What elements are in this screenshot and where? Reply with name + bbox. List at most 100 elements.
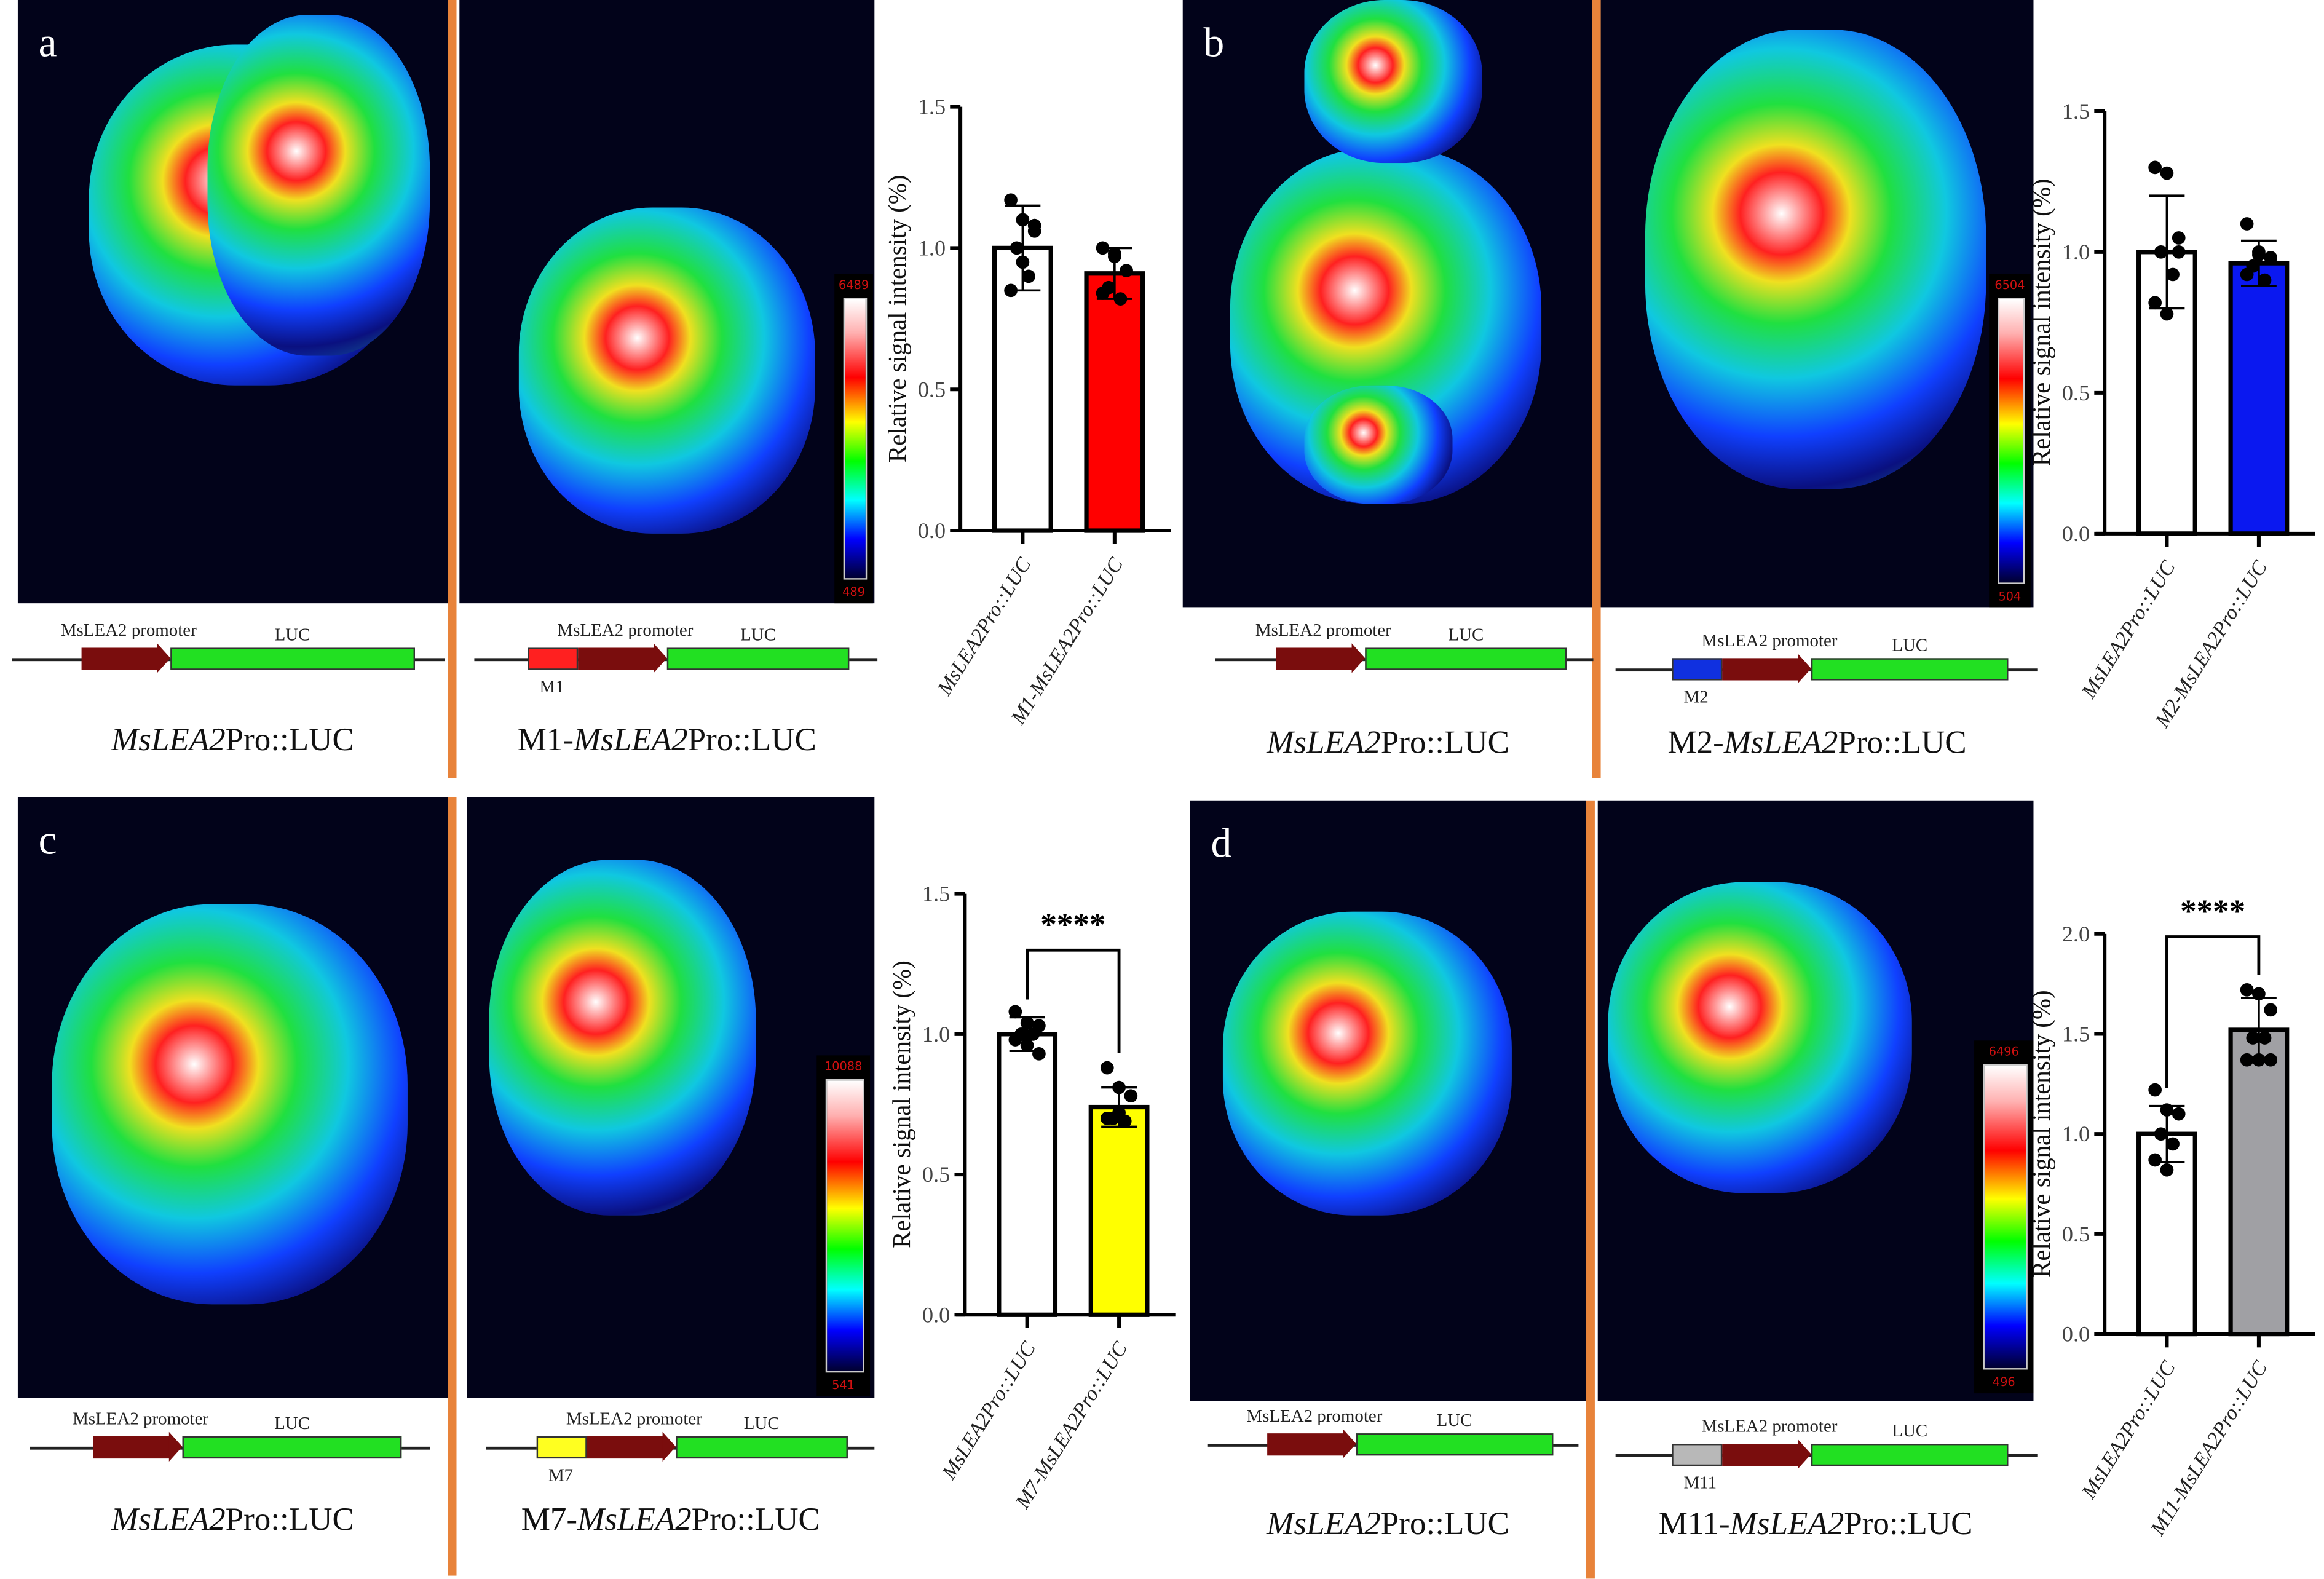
mutation-label: M7	[548, 1464, 574, 1486]
leaf-signal	[207, 15, 430, 356]
orange-divider	[1592, 0, 1601, 778]
data-point	[2264, 1053, 2278, 1067]
luciferase-image-mutant	[459, 0, 875, 604]
luc-gene-box	[1365, 647, 1567, 670]
promoter-arrow	[93, 1431, 183, 1462]
data-point	[2166, 1137, 2180, 1151]
data-point	[1016, 213, 1030, 227]
data-point	[2148, 1153, 2162, 1167]
data-point	[1020, 1039, 1034, 1052]
data-point	[2148, 160, 2162, 175]
caption-suffix: Pro::LUC	[225, 720, 354, 758]
promoter-arrow	[1722, 1439, 1811, 1470]
x-tick-label: MsLEA2Pro::LUC	[2077, 1357, 2180, 1503]
x-tick-label: MsLEA2Pro::LUC	[933, 553, 1036, 700]
data-point	[2148, 296, 2162, 310]
bar	[1084, 271, 1145, 533]
data-point	[1124, 1089, 1138, 1103]
luciferase-image-control	[1182, 0, 1594, 608]
caption-prefix: M11-	[1658, 1504, 1730, 1542]
luciferase-image-mutant	[467, 797, 875, 1398]
luc-gene-box	[676, 1436, 848, 1459]
caption-gene: MsLEA2	[577, 1500, 692, 1537]
data-point	[2264, 251, 2278, 264]
colorbar-max: 6504	[1994, 279, 2025, 292]
y-tick-label: 0.0	[918, 518, 946, 543]
bar	[997, 1032, 1058, 1317]
x-tick-label: MsLEA2Pro::LUC	[2077, 556, 2180, 703]
luciferase-image-control	[17, 0, 448, 604]
y-tick-label: 0.0	[2062, 521, 2090, 546]
luc-label: LUC	[1892, 634, 1928, 655]
luc-gene-box	[666, 647, 850, 670]
data-point	[1100, 1061, 1114, 1075]
data-point	[1032, 1047, 1046, 1061]
data-point	[2154, 1127, 2168, 1141]
data-point	[2252, 987, 2266, 1001]
y-tick-label: 1.0	[922, 1022, 950, 1047]
mutation-label: M1	[539, 676, 564, 697]
caption-suffix: Pro::LUC	[1838, 723, 1967, 761]
y-tick-label: 1.5	[922, 882, 950, 906]
bar	[2228, 261, 2290, 536]
bar	[1088, 1104, 1150, 1317]
luc-label: LUC	[743, 1412, 780, 1434]
data-point	[2252, 248, 2266, 262]
colorbar-max: 10088	[824, 1059, 863, 1074]
y-tick-label: 1.0	[2062, 240, 2090, 264]
construct-diagram: MsLEA2 promoter LUC	[12, 620, 445, 709]
caption-gene: MsLEA2	[111, 720, 226, 758]
significance-stars: ****	[2180, 893, 2245, 929]
luc-label: LUC	[1436, 1409, 1472, 1431]
caption-suffix: Pro::LUC	[1380, 1504, 1510, 1542]
data-point	[1107, 250, 1121, 264]
construct-diagram: M1 MsLEA2 promoter LUC	[474, 619, 878, 709]
caption-suffix: Pro::LUC	[1380, 723, 1510, 761]
luciferase-image-control	[1190, 800, 1586, 1401]
panel-letter: a	[38, 20, 57, 67]
promoter-label: MsLEA2 promoter	[557, 619, 694, 641]
data-point	[2258, 273, 2272, 287]
luc-gene-box	[170, 647, 414, 670]
construct-diagram: MsLEA2 promoter LUC	[1215, 620, 1594, 709]
y-tick-label: 1.5	[2062, 1022, 2090, 1047]
luc-gene-box	[182, 1436, 402, 1459]
promoter-label: MsLEA2 promoter	[566, 1408, 702, 1429]
construct-diagram: M11 MsLEA2 promoter LUC	[1615, 1415, 2038, 1505]
data-point	[2240, 983, 2254, 997]
mutation-label: M2	[1683, 686, 1709, 707]
mutation-site-box	[528, 647, 579, 670]
caption-suffix: Pro::LUC	[687, 720, 816, 758]
data-point	[2172, 1107, 2186, 1121]
data-point	[1010, 241, 1024, 255]
construct-caption: M1-MsLEA2Pro::LUC	[459, 721, 874, 759]
data-point	[2172, 231, 2186, 245]
y-tick-label: 0.0	[2062, 1322, 2090, 1347]
data-point	[1004, 193, 1018, 207]
colorbar: 10088 541	[816, 1055, 871, 1396]
luc-gene-box	[1811, 658, 2009, 681]
construct-diagram: M2 MsLEA2 promoter LUC	[1615, 630, 2038, 719]
caption-prefix: M7-	[521, 1500, 578, 1537]
luc-label: LUC	[274, 623, 310, 645]
colorbar-gradient	[843, 298, 868, 580]
data-point	[1008, 1005, 1022, 1019]
colorbar-gradient	[825, 1078, 864, 1373]
significance-bracket	[1026, 948, 1121, 1053]
leaf-signal	[1304, 0, 1482, 164]
luc-label: LUC	[274, 1412, 310, 1434]
data-point	[2160, 166, 2174, 180]
panel-letter: c	[38, 818, 57, 865]
panel-letter: d	[1211, 821, 1232, 868]
caption-prefix: M1-	[517, 720, 574, 758]
orange-divider	[448, 0, 457, 778]
colorbar-min: 496	[1992, 1375, 2015, 1389]
mutation-site-box	[536, 1436, 587, 1459]
y-axis-label: Relative signal intensity (%)	[2027, 990, 2055, 1278]
construct-caption: MsLEA2Pro::LUC	[18, 1500, 448, 1539]
promoter-label: MsLEA2 promoter	[1701, 1415, 1838, 1436]
y-tick-label: 0.5	[2062, 1222, 2090, 1246]
mutation-site-box	[1672, 1444, 1723, 1466]
colorbar-min: 489	[842, 585, 865, 599]
